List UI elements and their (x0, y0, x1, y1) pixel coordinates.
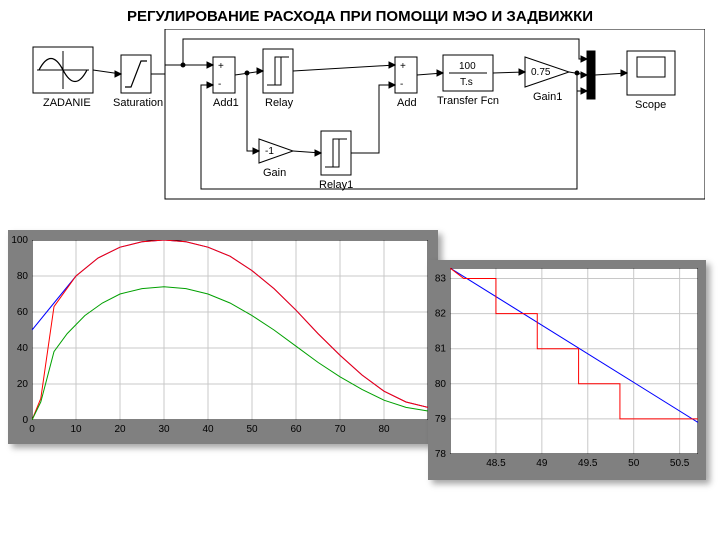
svg-text:40: 40 (17, 343, 29, 354)
svg-text:0: 0 (29, 424, 35, 435)
svg-text:80: 80 (435, 379, 447, 390)
simulink-diagram: + - -1 + - 100 T.s 0.75 (15, 29, 705, 219)
svg-text:100: 100 (11, 235, 28, 246)
svg-text:20: 20 (114, 424, 126, 435)
svg-text:50: 50 (628, 458, 640, 469)
svg-text:10: 10 (70, 424, 82, 435)
svg-text:80: 80 (378, 424, 390, 435)
svg-text:49.5: 49.5 (578, 458, 598, 469)
svg-text:20: 20 (17, 379, 29, 390)
svg-text:30: 30 (158, 424, 170, 435)
svg-text:-: - (400, 79, 403, 90)
chart-left: 0 10 20 30 40 50 60 70 80 0 20 40 60 80 100 (8, 230, 438, 444)
tf-den: T.s (460, 77, 473, 88)
transfer-label: Transfer Fcn (437, 95, 499, 107)
gain1-label: Gain1 (533, 91, 562, 103)
relay-label: Relay (265, 97, 293, 109)
svg-text:83: 83 (435, 274, 447, 285)
svg-text:-: - (218, 79, 221, 90)
svg-text:60: 60 (17, 307, 29, 318)
chart-right-svg (450, 268, 698, 454)
svg-text:50: 50 (246, 424, 258, 435)
svg-text:78: 78 (435, 449, 447, 460)
saturation-label: Saturation (113, 97, 163, 109)
svg-text:40: 40 (202, 424, 214, 435)
svg-text:49: 49 (536, 458, 548, 469)
svg-text:82: 82 (435, 309, 447, 320)
svg-text:+: + (218, 61, 224, 72)
svg-text:50.5: 50.5 (670, 458, 690, 469)
page-title: РЕГУЛИРОВАНИЕ РАСХОДА ПРИ ПОМОЩИ МЭО И З… (0, 0, 720, 29)
svg-text:70: 70 (334, 424, 346, 435)
svg-text:81: 81 (435, 344, 447, 355)
chart-right: 48.5 49 49.5 50 50.5 78 79 80 81 82 83 (428, 260, 706, 480)
add-label: Add (397, 97, 417, 109)
svg-text:+: + (400, 61, 406, 72)
svg-text:0.75: 0.75 (531, 67, 551, 78)
svg-text:80: 80 (17, 271, 29, 282)
svg-text:79: 79 (435, 414, 447, 425)
svg-text:60: 60 (290, 424, 302, 435)
svg-text:0: 0 (22, 415, 28, 426)
gain-label: Gain (263, 167, 286, 179)
svg-text:48.5: 48.5 (486, 458, 506, 469)
relay1-label: Relay1 (319, 179, 353, 191)
diagram-svg: + - -1 + - 100 T.s 0.75 (15, 29, 705, 219)
tf-num: 100 (459, 61, 476, 72)
add1-label: Add1 (213, 97, 239, 109)
chart-left-svg (32, 240, 428, 420)
svg-text:-1: -1 (265, 146, 274, 157)
scope-label: Scope (635, 99, 666, 111)
zadanie-label: ZADANIE (43, 97, 91, 109)
